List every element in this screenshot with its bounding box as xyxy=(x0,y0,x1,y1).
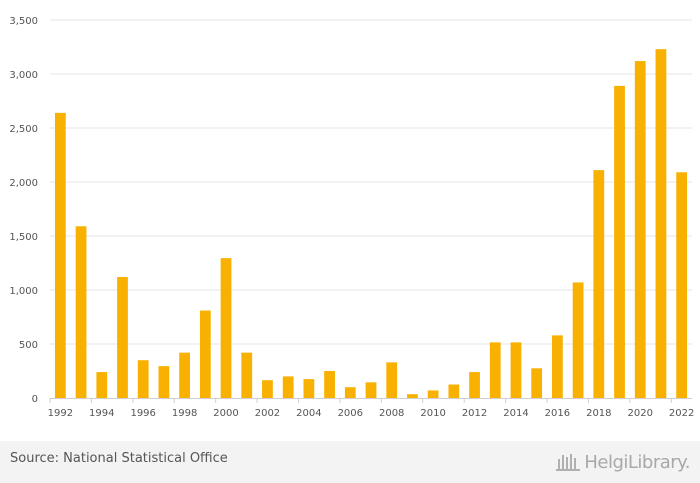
bar-2017 xyxy=(572,282,584,398)
bar-2003 xyxy=(282,376,294,398)
bar-2007 xyxy=(365,382,377,398)
bar-2010 xyxy=(427,390,439,398)
source-text: Source: National Statistical Office xyxy=(10,451,228,466)
bar-2002 xyxy=(262,380,273,398)
x-tick-label: 2016 xyxy=(545,408,570,419)
bar-2019 xyxy=(614,85,625,398)
bar-2000 xyxy=(220,258,232,398)
bar-2022 xyxy=(676,172,688,398)
bar-2005 xyxy=(324,371,335,398)
y-tick-label: 1,000 xyxy=(9,286,38,297)
y-tick-label: 2,500 xyxy=(9,124,38,135)
x-tick-label: 2006 xyxy=(338,408,363,419)
x-tick-label: 2022 xyxy=(669,408,694,419)
x-tick-label: 2020 xyxy=(627,408,652,419)
x-tick-label: 2008 xyxy=(379,408,404,419)
x-tick-label: 1996 xyxy=(130,408,155,419)
x-tick-label: 2004 xyxy=(296,408,321,419)
x-tick-label: 1994 xyxy=(89,408,114,419)
x-tick-label: 1998 xyxy=(172,408,197,419)
y-tick-label: 0 xyxy=(32,394,38,405)
x-tick-label: 2014 xyxy=(503,408,528,419)
bar-1994 xyxy=(96,372,108,398)
bar-2004 xyxy=(303,379,315,398)
brand-logo: HelgiLibrary. xyxy=(556,447,690,477)
footer: Source: National Statistical Office Helg… xyxy=(0,441,700,483)
bar-1999 xyxy=(199,310,211,398)
bar-1997 xyxy=(158,366,170,398)
bar-2012 xyxy=(469,372,480,398)
bar-chart: 0 500 1,000 1,500 2,000 2,500 3,000 3,500 1992 19… xyxy=(9,16,694,419)
bar-2013 xyxy=(489,342,501,398)
bar-2001 xyxy=(241,352,253,398)
y-tick-label: 1,500 xyxy=(9,232,38,243)
x-tick-label: 2010 xyxy=(420,408,445,419)
bar-2008 xyxy=(386,362,398,398)
bar-1995 xyxy=(117,277,128,398)
x-tick-label: 2002 xyxy=(255,408,280,419)
bar-2018 xyxy=(593,170,605,398)
bar-1998 xyxy=(179,352,190,398)
bar-2011 xyxy=(448,384,460,398)
x-tick-label: 2000 xyxy=(213,408,238,419)
bar-2016 xyxy=(552,335,563,398)
helgi-library-logo-icon xyxy=(556,454,581,471)
bar-2014 xyxy=(510,342,522,398)
y-tick-label: 3,000 xyxy=(9,70,38,81)
bar-1993 xyxy=(75,226,87,398)
x-tick-label: 2018 xyxy=(586,408,611,419)
bar-2006 xyxy=(344,387,356,398)
bar-2021 xyxy=(655,49,667,398)
y-tick-label: 500 xyxy=(19,340,38,351)
brand-name: HelgiLibrary. xyxy=(584,451,690,473)
bar-1996 xyxy=(137,360,149,398)
bar-2020 xyxy=(634,61,646,398)
bar-2009 xyxy=(407,394,418,398)
bar-1992 xyxy=(54,112,66,398)
y-tick-label: 2,000 xyxy=(9,178,38,189)
y-tick-label: 3,500 xyxy=(9,16,38,27)
bar-2015 xyxy=(531,368,543,398)
x-tick-label: 1992 xyxy=(48,408,73,419)
x-tick-label: 2012 xyxy=(462,408,487,419)
